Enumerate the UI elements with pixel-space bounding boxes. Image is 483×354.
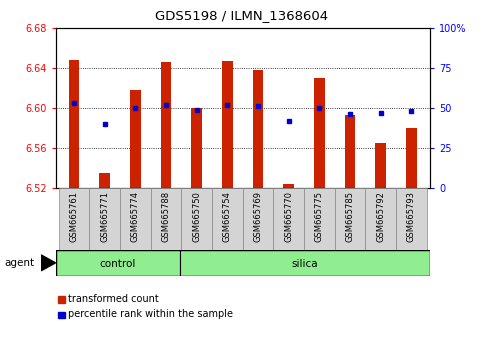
Text: GSM665775: GSM665775 [315,191,324,242]
Text: GSM665770: GSM665770 [284,191,293,242]
Bar [253,70,263,188]
Bar [406,128,417,188]
Text: silica: silica [292,259,318,269]
Bar [58,312,65,318]
Text: GSM665771: GSM665771 [100,191,109,242]
Bar [273,188,304,250]
Bar [99,173,110,188]
Text: GSM665761: GSM665761 [70,191,78,242]
Bar [69,60,79,188]
Bar [161,62,171,188]
Bar [151,188,181,250]
Bar [56,250,180,276]
Polygon shape [41,255,56,271]
Bar [58,188,89,250]
Bar [396,188,427,250]
Bar [222,61,233,188]
Text: percentile rank within the sample: percentile rank within the sample [68,309,233,319]
Text: GSM665785: GSM665785 [346,191,355,242]
Bar [243,188,273,250]
Bar [191,108,202,188]
Bar [58,296,65,303]
Text: GSM665792: GSM665792 [376,191,385,241]
Bar [335,188,366,250]
Bar [120,188,151,250]
Text: GSM665774: GSM665774 [131,191,140,242]
Bar [212,188,243,250]
Bar [89,188,120,250]
Text: control: control [100,259,136,269]
Text: GSM665793: GSM665793 [407,191,416,242]
Bar [375,143,386,188]
Text: transformed count: transformed count [68,294,158,304]
Bar [345,115,355,188]
Text: GSM665788: GSM665788 [161,191,170,242]
Text: GSM665750: GSM665750 [192,191,201,241]
Bar [314,78,325,188]
Text: GSM665754: GSM665754 [223,191,232,241]
Bar [180,250,430,276]
Text: GDS5198 / ILMN_1368604: GDS5198 / ILMN_1368604 [155,9,328,22]
Text: GSM665769: GSM665769 [254,191,263,242]
Bar [284,184,294,188]
Bar [130,90,141,188]
Text: agent: agent [5,258,35,268]
Bar [366,188,396,250]
Bar [181,188,212,250]
Bar [304,188,335,250]
